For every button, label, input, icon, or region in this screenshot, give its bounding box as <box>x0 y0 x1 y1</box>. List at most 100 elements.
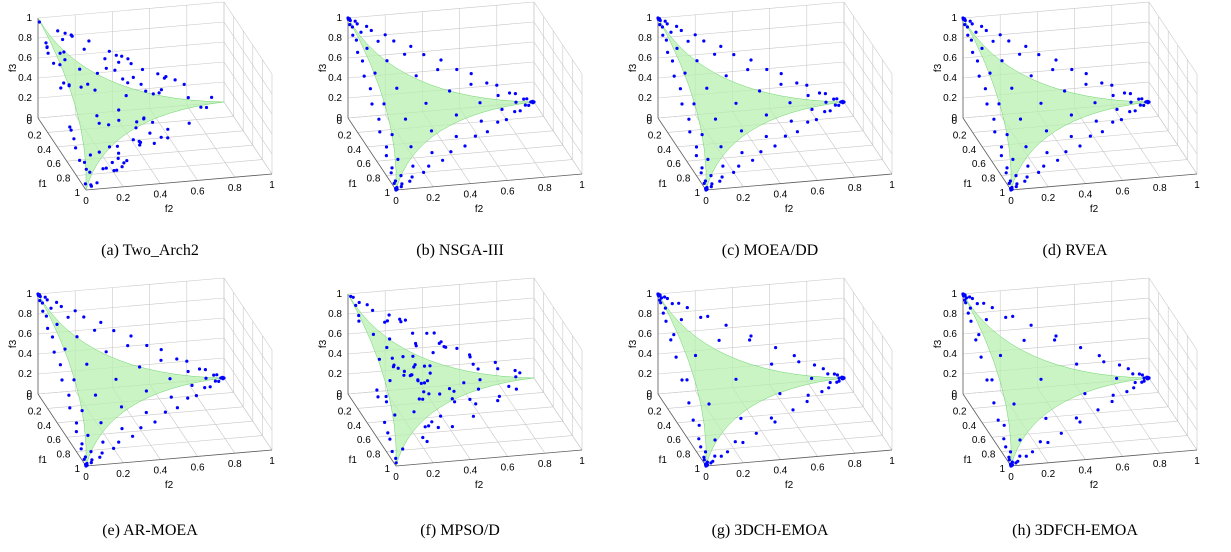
data-point <box>63 347 67 351</box>
grid-line <box>843 277 893 351</box>
data-point <box>163 410 167 414</box>
grid-line <box>459 384 508 457</box>
x-tick-label: 1 <box>74 464 80 475</box>
data-point <box>725 450 730 454</box>
panel-caption: (g) 3DCH-EMOA <box>711 522 829 539</box>
data-point <box>1004 171 1008 175</box>
data-point <box>408 179 412 183</box>
data-point <box>964 301 968 305</box>
data-point <box>1045 151 1049 155</box>
data-point <box>357 300 361 305</box>
data-point <box>419 381 423 385</box>
data-point <box>734 377 738 381</box>
data-point <box>393 413 397 417</box>
grid-line <box>843 101 893 175</box>
grid-line <box>843 41 893 115</box>
data-point <box>721 164 725 168</box>
data-point <box>59 304 63 309</box>
data-point <box>112 329 116 333</box>
data-point <box>971 50 975 55</box>
y-axis-line <box>1010 173 1198 191</box>
grid-line <box>223 377 273 451</box>
grid-line <box>1074 108 1123 181</box>
x-tick-label: 0.4 <box>657 421 671 432</box>
z-tick-label: 0.2 <box>638 93 652 104</box>
x-tick-label: 0.8 <box>366 174 380 185</box>
data-points <box>656 16 846 192</box>
data-point <box>365 46 369 51</box>
data-point <box>212 373 216 377</box>
z-axis-label: f3 <box>8 63 19 72</box>
data-point <box>104 166 108 170</box>
data-point <box>977 333 981 337</box>
data-point <box>95 114 99 118</box>
data-point <box>157 91 161 95</box>
y-tick-label: 0 <box>1008 472 1014 483</box>
data-point <box>414 344 418 348</box>
data-point <box>59 86 63 90</box>
data-point <box>82 160 87 164</box>
data-point <box>969 38 973 42</box>
data-point <box>138 140 143 144</box>
z-tick-label: 0.2 <box>943 93 957 104</box>
data-point <box>672 333 676 337</box>
grid-line <box>149 108 198 181</box>
data-points <box>961 292 1151 468</box>
y-tick-label: 0.6 <box>191 186 205 197</box>
data-point <box>964 296 969 300</box>
data-point <box>197 367 202 371</box>
grid-line <box>657 297 845 315</box>
data-point <box>422 170 426 174</box>
grid-line <box>223 41 273 115</box>
x-axis-label: f1 <box>964 455 973 466</box>
data-point <box>365 303 369 307</box>
data-point <box>1083 392 1087 396</box>
data-point <box>496 399 500 403</box>
x-axis-line <box>962 117 1012 191</box>
x-tick-label: 0.6 <box>667 435 681 446</box>
data-point <box>398 317 402 321</box>
data-point <box>114 53 118 57</box>
data-point <box>493 360 497 364</box>
z-axis-label: f3 <box>628 339 639 348</box>
z-axis-label: f3 <box>933 63 944 72</box>
pareto-front-surface <box>37 293 225 467</box>
data-point <box>1011 157 1015 161</box>
data-point <box>980 24 984 28</box>
data-point <box>450 397 454 401</box>
data-point <box>365 24 369 28</box>
x-tick-label: 0.4 <box>347 421 361 432</box>
data-point <box>709 174 713 178</box>
data-point <box>354 303 358 307</box>
data-point <box>1140 97 1144 101</box>
data-point <box>828 109 832 113</box>
data-point <box>85 362 89 366</box>
data-point <box>394 188 398 192</box>
y-axis-line <box>705 449 893 467</box>
data-point <box>678 87 682 91</box>
x-tick-label: 0.8 <box>981 450 995 461</box>
data-point <box>705 86 709 90</box>
data-point <box>660 25 664 29</box>
data-point <box>442 345 446 349</box>
data-point <box>100 451 104 455</box>
y-axis-line <box>395 449 583 467</box>
data-point <box>391 365 395 369</box>
data-point <box>370 102 374 106</box>
data-point <box>1024 454 1028 458</box>
grid-line <box>76 159 263 176</box>
y-tick-label: 0.4 <box>773 190 787 201</box>
x-tick-label: 0.4 <box>962 145 976 156</box>
z-tick-label: 0.6 <box>638 53 652 64</box>
y-tick-label: 1 <box>1194 180 1200 191</box>
x-tick-label: 0.6 <box>47 159 61 170</box>
data-point <box>823 110 827 114</box>
z-tick-label: 0.8 <box>638 33 652 44</box>
data-point <box>670 302 674 306</box>
data-point <box>1142 379 1146 383</box>
data-point <box>453 400 457 404</box>
data-point <box>138 143 142 147</box>
